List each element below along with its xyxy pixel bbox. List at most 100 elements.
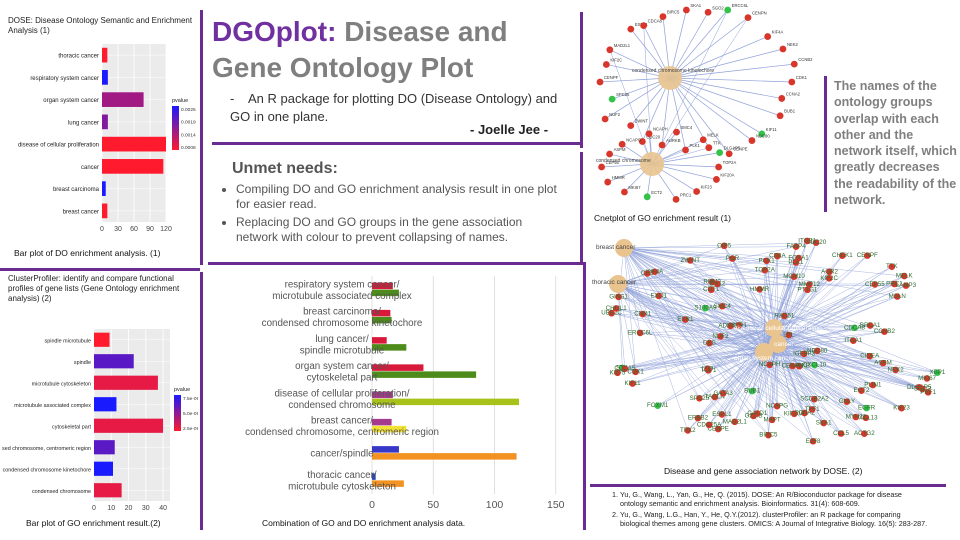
gene-node [811,361,818,369]
gene-node [640,22,648,30]
gene-node [699,136,707,144]
gene-node [863,252,871,259]
gene-label: MKI67 [918,375,936,382]
edge [622,327,775,369]
gene-label: ERCC6L [732,3,749,8]
gene-label: EGFR [858,405,876,412]
legend-colorbar [172,106,179,150]
category-label: breast cancer/ [311,416,373,427]
gene-node [813,347,821,355]
group-label: condensed chromosome kinetochore [632,68,714,74]
tick-label: 60 [130,226,138,233]
edge [669,12,709,79]
group-node [640,152,664,176]
gene-label: CCNB2 [798,57,813,62]
tick-label: 100 [486,499,504,511]
category-label: condensed chromosome [288,400,396,411]
tick-label: 90 [146,226,154,233]
gene-label: PRC1 [886,280,903,287]
gene-node [934,369,941,376]
bar [102,136,166,152]
unmet-heading: Unmet needs: [232,160,338,177]
edge [617,283,700,399]
edge [617,327,775,374]
gene-label: BUB1 [744,388,761,395]
gene-label: CDT1 [703,286,720,293]
bar [94,461,113,476]
edge [669,48,784,79]
edge [753,343,779,416]
gene-node [851,324,858,332]
gene-label: NDC80 [807,347,828,354]
edge [763,256,778,353]
gene-node [785,331,793,339]
gene-label: NCAPG [626,137,641,142]
tick-label: 0 [100,226,104,233]
divider-left-top [200,10,203,265]
edge [643,25,653,165]
gene-node [643,270,651,277]
gene-label: SKA1 [690,3,701,8]
gene-node [852,413,860,421]
gene-label: CDC20 [806,239,827,246]
edge [777,343,814,442]
tick-label: 40 [159,505,167,512]
bar [94,332,110,347]
edge [669,63,795,79]
gene-node [604,178,612,186]
gene-label: KIF20A [784,410,806,417]
edge [642,313,779,345]
gene-label: AURKB [789,363,810,370]
edge [777,331,885,345]
reference-2: Yu, G., Wang, L.G., Han, Y., He, Q.Y.(20… [620,510,928,528]
edge [623,247,830,272]
gene-label: BIRC5 [759,432,778,439]
gene-node [900,272,908,280]
edge [773,257,799,329]
category-label: microtubule associated complex [272,291,412,302]
cp-heading: ClusterProfiler: identify and compare fu… [8,274,180,303]
edge [651,9,728,165]
gene-node [764,33,772,40]
edge [763,351,923,390]
dose-heading: DOSE: Disease Ontology Semantic and Enri… [8,16,193,35]
gene-label: TOP2A [755,267,776,274]
edge [624,351,765,369]
gene-label: CDK1 [627,368,644,375]
edge [764,270,775,329]
edge [642,313,765,353]
category-label: respiratory system cancer/ [285,279,400,290]
gene-label: NEK2 [787,42,799,47]
edge [773,255,868,329]
edge [777,296,898,345]
gene-node [638,138,646,145]
gene-label: MAPT [763,416,780,423]
category-label: breast carcinoma/ [303,307,381,318]
divider-title-right [580,12,583,148]
gene-node [765,431,772,439]
legend-label: 0.0008 [181,145,196,151]
gene-label: CALD1 [747,410,768,417]
edge [623,247,870,357]
edge [777,343,870,357]
gene-label: SGO2 [712,5,724,10]
edge [623,247,898,297]
edge [763,285,907,353]
gene-label: NCAPH [653,127,668,132]
gene-node [919,385,926,393]
category-label: disease of cellular proliferation/ [274,388,409,399]
edge [669,77,686,151]
cnet-caption: Cnetplot of GO enrichment result (1) [594,213,732,223]
gene-label: SKA1 [816,420,832,427]
edge [623,247,733,259]
edge [617,283,866,419]
gene-node [713,176,720,183]
edge [609,49,653,165]
bar [102,47,108,63]
gene-node [686,257,694,264]
edge [669,77,782,99]
gene-node [682,6,690,14]
category-label: organ system cancer/ [295,361,389,372]
title-accent: DGOplot: [212,16,337,47]
edge [632,351,765,384]
